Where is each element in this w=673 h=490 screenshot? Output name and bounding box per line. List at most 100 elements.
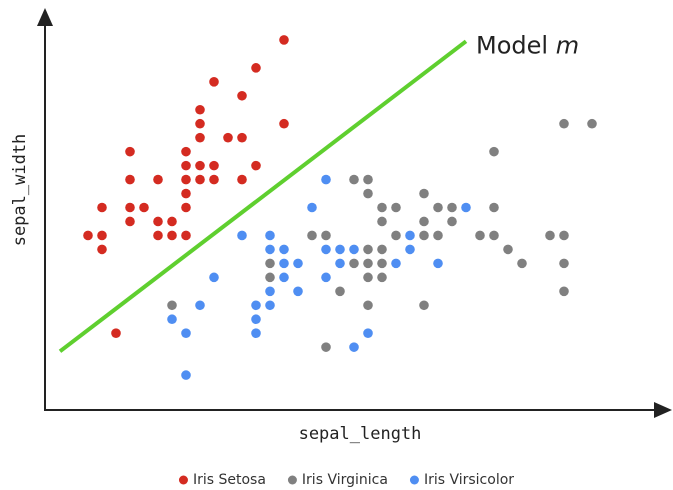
point — [335, 286, 345, 297]
point — [307, 202, 317, 213]
point — [237, 174, 247, 185]
model-line — [58, 39, 468, 353]
point — [251, 328, 261, 338]
point — [363, 328, 373, 338]
model-label-text: Model — [476, 31, 548, 59]
point — [391, 258, 401, 269]
point — [475, 230, 485, 241]
point — [209, 272, 219, 283]
point — [489, 146, 499, 157]
point — [125, 202, 135, 213]
x-axis-arrow — [654, 402, 672, 418]
model: Model m — [58, 31, 579, 353]
point — [349, 174, 359, 185]
point — [181, 160, 191, 171]
point — [405, 230, 415, 241]
point — [433, 230, 443, 241]
point — [363, 188, 373, 199]
point — [377, 216, 387, 227]
point — [321, 272, 331, 283]
point — [97, 202, 107, 213]
point — [321, 244, 331, 255]
legend-label: Iris Virginica — [302, 472, 388, 488]
point — [279, 272, 289, 283]
point — [181, 146, 191, 157]
point — [447, 216, 457, 227]
point — [321, 342, 331, 352]
point — [237, 132, 247, 143]
point — [489, 202, 499, 213]
point — [419, 230, 429, 241]
point — [97, 244, 107, 255]
point — [545, 230, 555, 241]
point — [195, 300, 205, 311]
point — [153, 230, 163, 241]
point — [279, 244, 289, 255]
point — [363, 244, 373, 255]
point — [391, 202, 401, 213]
point — [237, 90, 247, 101]
model-label-var: m — [556, 31, 579, 59]
point — [181, 202, 191, 213]
point — [195, 132, 205, 143]
point — [97, 230, 107, 241]
legend-marker — [178, 475, 188, 485]
point — [349, 244, 359, 255]
point — [405, 244, 415, 255]
point — [265, 244, 275, 255]
point — [419, 300, 429, 311]
point — [363, 300, 373, 311]
point — [153, 174, 163, 185]
point — [307, 230, 317, 241]
point — [125, 216, 135, 227]
point — [125, 146, 135, 157]
point — [349, 258, 359, 269]
point — [279, 35, 289, 45]
point — [209, 77, 219, 87]
point — [195, 118, 205, 129]
point — [195, 174, 205, 185]
point — [419, 216, 429, 227]
point — [251, 300, 261, 311]
model-label: Model m — [476, 31, 579, 59]
point — [167, 314, 177, 325]
y-axis-arrow — [37, 8, 53, 26]
point — [279, 258, 289, 269]
point — [321, 230, 331, 241]
point — [209, 174, 219, 185]
point — [419, 188, 429, 199]
point — [167, 230, 177, 241]
point — [587, 118, 597, 129]
point — [559, 118, 569, 129]
point — [517, 258, 527, 269]
point — [377, 258, 387, 269]
point — [181, 370, 191, 380]
point — [559, 286, 569, 297]
point — [489, 230, 499, 241]
points — [83, 35, 597, 380]
point — [111, 328, 121, 338]
point — [433, 202, 443, 213]
point — [223, 132, 233, 143]
point — [559, 258, 569, 269]
point — [377, 272, 387, 283]
point — [195, 104, 205, 115]
x-axis-label: sepal_length — [299, 424, 422, 444]
point — [335, 258, 345, 269]
point — [265, 230, 275, 241]
axes — [37, 8, 672, 418]
point — [181, 174, 191, 185]
point — [153, 216, 163, 227]
point — [181, 230, 191, 241]
legend-label: Iris Virsicolor — [424, 472, 514, 488]
point — [265, 286, 275, 297]
point — [559, 230, 569, 241]
point — [377, 202, 387, 213]
point — [433, 258, 443, 269]
point — [167, 300, 177, 311]
point — [293, 258, 303, 269]
point — [265, 258, 275, 269]
point — [125, 174, 135, 185]
point — [363, 272, 373, 283]
